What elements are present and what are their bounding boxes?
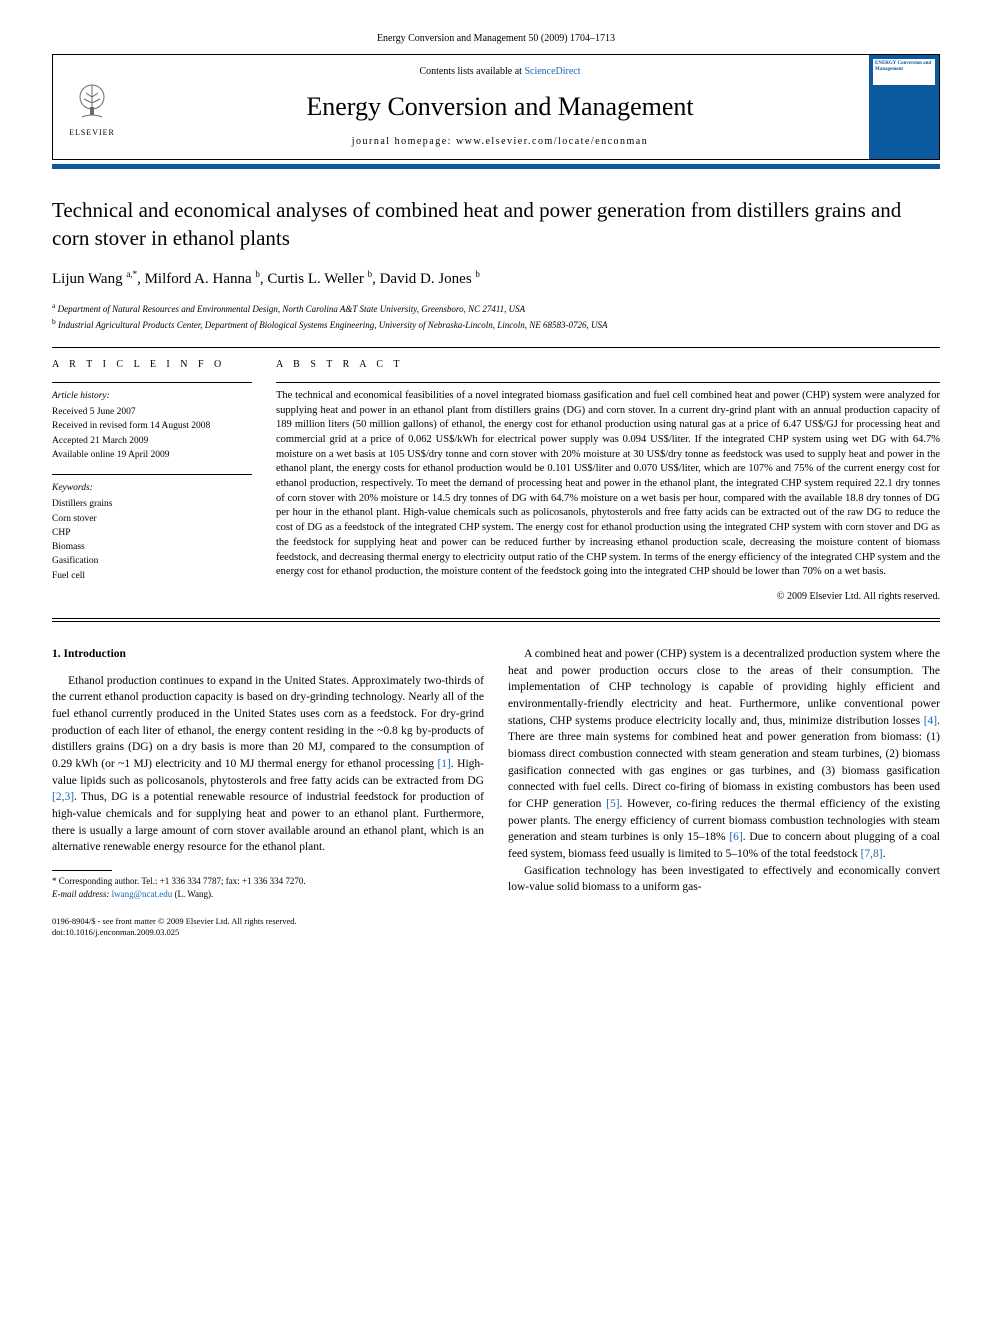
keyword: Corn stover <box>52 512 252 526</box>
elsevier-label: ELSEVIER <box>69 127 115 138</box>
article-title: Technical and economical analyses of com… <box>52 197 940 252</box>
journal-title: Energy Conversion and Management <box>139 89 861 125</box>
affiliation-a: a Department of Natural Resources and En… <box>52 300 940 317</box>
abstract-heading: A B S T R A C T <box>276 358 940 372</box>
issn-line: 0196-8904/$ - see front matter © 2009 El… <box>52 916 484 927</box>
email-attribution: (L. Wang). <box>172 889 213 899</box>
keyword: Biomass <box>52 540 252 554</box>
affiliation-b: b Industrial Agricultural Products Cente… <box>52 316 940 333</box>
journal-reference: Energy Conversion and Management 50 (200… <box>52 32 940 46</box>
citation-link[interactable]: [1] <box>437 758 450 770</box>
journal-cover-thumbnail: ENERGY Conversion and Management <box>869 55 939 159</box>
keywords-label: Keywords: <box>52 481 252 495</box>
citation-link[interactable]: [2,3] <box>52 791 74 803</box>
elsevier-logo: ELSEVIER <box>53 55 131 159</box>
citation-link[interactable]: [5] <box>606 798 619 810</box>
keyword: CHP <box>52 526 252 540</box>
journal-header-box: ELSEVIER Contents lists available at Sci… <box>52 54 940 160</box>
keyword: Distillers grains <box>52 497 252 511</box>
paragraph: Gasification technology has been investi… <box>508 863 940 896</box>
header-center: Contents lists available at ScienceDirec… <box>131 55 869 159</box>
author-email-link[interactable]: lwang@ncat.edu <box>112 889 173 899</box>
sciencedirect-link[interactable]: ScienceDirect <box>524 66 580 77</box>
abstract-copyright: © 2009 Elsevier Ltd. All rights reserved… <box>276 590 940 604</box>
citation-link[interactable]: [6] <box>729 831 742 843</box>
history-revised: Received in revised form 14 August 2008 <box>52 419 252 433</box>
history-label: Article history: <box>52 389 252 403</box>
paragraph: Ethanol production continues to expand i… <box>52 673 484 856</box>
paragraph: A combined heat and power (CHP) system i… <box>508 646 940 863</box>
article-info-sidebar: A R T I C L E I N F O Article history: R… <box>52 348 252 604</box>
header-color-bar <box>52 164 940 169</box>
abstract-text: The technical and economical feasibiliti… <box>276 383 940 580</box>
email-label: E-mail address: <box>52 889 112 899</box>
homepage-prefix: journal homepage: <box>352 136 456 147</box>
doi-line: doi:10.1016/j.enconman.2009.03.025 <box>52 927 484 938</box>
author-list: Lijun Wang a,*, Milford A. Hanna b, Curt… <box>52 268 940 290</box>
cover-title: ENERGY Conversion and Management <box>873 59 935 85</box>
journal-homepage-line: journal homepage: www.elsevier.com/locat… <box>139 135 861 149</box>
history-online: Available online 19 April 2009 <box>52 448 252 462</box>
article-info-heading: A R T I C L E I N F O <box>52 358 252 372</box>
homepage-url[interactable]: www.elsevier.com/locate/enconman <box>456 136 648 147</box>
body-text: 1. Introduction Ethanol production conti… <box>52 646 940 938</box>
history-accepted: Accepted 21 March 2009 <box>52 434 252 448</box>
citation-link[interactable]: [4] <box>924 715 937 727</box>
affiliations: a Department of Natural Resources and En… <box>52 300 940 333</box>
keyword: Fuel cell <box>52 569 252 583</box>
abstract-column: A B S T R A C T The technical and econom… <box>276 348 940 604</box>
contents-prefix: Contents lists available at <box>419 66 524 77</box>
article-bottom-meta: 0196-8904/$ - see front matter © 2009 El… <box>52 916 484 938</box>
elsevier-tree-icon <box>68 77 116 125</box>
corresponding-author-footnote: * Corresponding author. Tel.: +1 336 334… <box>52 875 484 900</box>
section-heading-intro: 1. Introduction <box>52 646 484 663</box>
citation-link[interactable]: [7,8] <box>861 848 883 860</box>
contents-available-line: Contents lists available at ScienceDirec… <box>139 65 861 79</box>
history-received: Received 5 June 2007 <box>52 405 252 419</box>
footnote-corr: * Corresponding author. Tel.: +1 336 334… <box>52 875 484 888</box>
keyword: Gasification <box>52 554 252 568</box>
